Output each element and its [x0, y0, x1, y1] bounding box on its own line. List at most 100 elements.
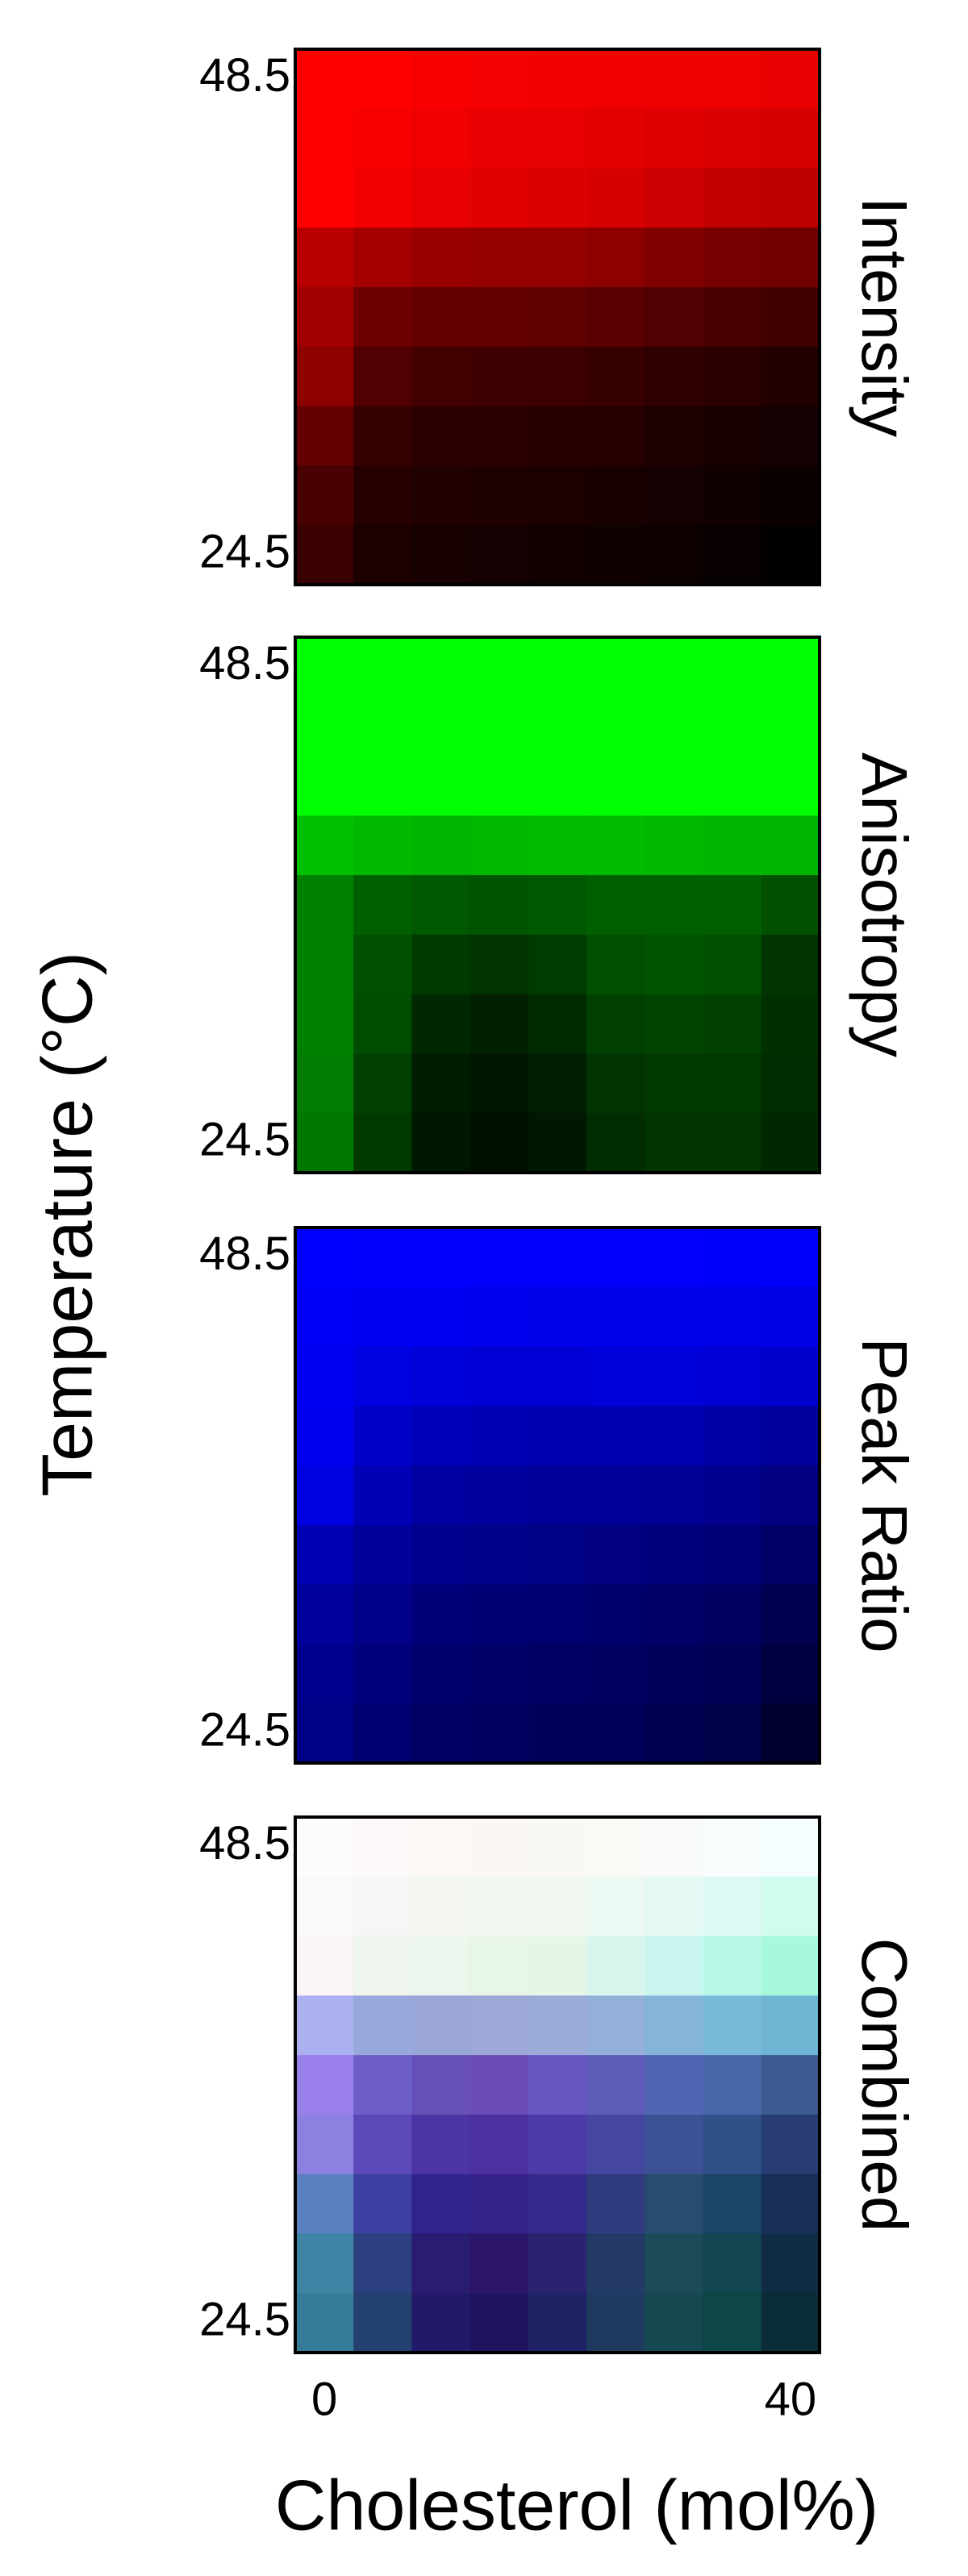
- heatmap-cell: [703, 2233, 762, 2294]
- heatmap-cell: [469, 287, 529, 348]
- heatmap-cell: [353, 406, 413, 467]
- heatmap-cell: [586, 525, 645, 586]
- heatmap-cell: [761, 2055, 820, 2115]
- y-axis-label: Temperature (°C): [27, 952, 106, 1497]
- heatmap-cell: [645, 1228, 704, 1288]
- heatmap-cell: [469, 1406, 529, 1466]
- y-tick-label: 48.5: [199, 1228, 290, 1280]
- y-tick-label: 48.5: [199, 1817, 290, 1869]
- heatmap-cell: [645, 1346, 704, 1407]
- heatmap-cell: [761, 1995, 820, 2056]
- heatmap-cell: [586, 2174, 645, 2235]
- plot-frame: [294, 1226, 821, 1765]
- heatmap-cell: [645, 696, 704, 757]
- heatmap-cell: [469, 1053, 529, 1114]
- heatmap-cell: [469, 2055, 529, 2115]
- heatmap-cell: [703, 346, 762, 407]
- heatmap-cell: [295, 1346, 354, 1407]
- heatmap-cell: [528, 1995, 587, 2056]
- heatmap-cell: [645, 815, 704, 876]
- heatmap-cell: [469, 1995, 529, 2056]
- heatmap-cell: [761, 2114, 820, 2175]
- heatmap-cell: [353, 1995, 413, 2056]
- heatmap-cell: [469, 465, 529, 526]
- heatmap-cell: [469, 525, 529, 586]
- heatmap-cell: [703, 696, 762, 757]
- heatmap-cell: [703, 1584, 762, 1645]
- y-tick-label: 24.5: [199, 2293, 290, 2345]
- heatmap-cell: [761, 1876, 820, 1937]
- heatmap-cell: [586, 1406, 645, 1466]
- heatmap-cell: [645, 994, 704, 1055]
- heatmap-cell: [645, 756, 704, 816]
- plot-frame: [294, 1815, 821, 2354]
- heatmap-cell: [761, 756, 820, 816]
- heatmap-cell: [703, 168, 762, 228]
- heatmap-cell: [469, 346, 529, 407]
- heatmap-cell: [761, 1524, 820, 1586]
- y-tick-label: 24.5: [199, 1703, 290, 1756]
- heatmap-cell: [586, 1703, 645, 1764]
- heatmap-cell: [469, 875, 529, 936]
- heatmap-cell: [353, 1465, 413, 1526]
- heatmap-cell: [411, 1876, 471, 1937]
- heatmap-cell: [528, 815, 587, 876]
- heatmap-cell: [703, 1228, 762, 1288]
- heatmap-cell: [586, 696, 645, 757]
- heatmap-cell: [703, 1817, 762, 1878]
- heatmap-cell: [528, 227, 587, 288]
- heatmap-cell: [703, 2174, 762, 2235]
- heatmap-cell: [469, 108, 529, 169]
- heatmap-cell: [353, 108, 413, 169]
- heatmap-cell: [645, 1053, 704, 1114]
- heatmap-cell: [645, 2233, 704, 2294]
- y-tick-label: 48.5: [199, 49, 290, 102]
- heatmap-cell: [528, 1703, 587, 1764]
- heatmap-cell: [703, 875, 762, 936]
- heatmap-cell: [411, 2174, 471, 2235]
- heatmap-cell: [411, 696, 471, 757]
- heatmap-cell: [411, 1524, 471, 1586]
- heatmap-cell: [411, 1053, 471, 1114]
- heatmap-cell: [411, 1584, 471, 1645]
- y-tick-label: 48.5: [199, 637, 290, 690]
- heatmap-cell: [469, 1703, 529, 1764]
- heatmap-cell: [469, 168, 529, 228]
- heatmap-cell: [645, 637, 704, 698]
- heatmap-cell: [645, 1644, 704, 1704]
- heatmap-cell: [469, 1876, 529, 1937]
- heatmap-cell: [586, 49, 645, 110]
- y-tick-label: 24.5: [199, 525, 290, 577]
- heatmap-cell: [469, 1286, 529, 1348]
- heatmap-cell: [528, 1644, 587, 1704]
- heatmap-cell: [761, 2174, 820, 2235]
- heatmap-cell: [469, 2174, 529, 2235]
- heatmap-cell: [528, 1876, 587, 1937]
- heatmap-cell: [528, 2055, 587, 2115]
- panel-label: Peak Ratio: [849, 1337, 920, 1653]
- heatmap-cell: [528, 875, 587, 936]
- heatmap-cell: [469, 1346, 529, 1407]
- heatmap-cell: [295, 1286, 354, 1348]
- heatmap-cell: [528, 287, 587, 348]
- heatmap-cell: [586, 1346, 645, 1407]
- heatmap-cell: [586, 1053, 645, 1114]
- heatmap-cell: [528, 934, 587, 995]
- x-axis-label: Cholesterol (mol%): [275, 2465, 878, 2545]
- heatmap-cell: [645, 1524, 704, 1586]
- heatmap-cell: [586, 168, 645, 228]
- heatmap-cell: [645, 2174, 704, 2235]
- heatmap-cell: [295, 696, 354, 757]
- heatmap-cell: [353, 994, 413, 1055]
- heatmap-cell: [353, 2174, 413, 2235]
- heatmap-cell: [761, 875, 820, 936]
- heatmap-cell: [411, 1465, 471, 1526]
- heatmap-cell: [761, 637, 820, 698]
- heatmap-cell: [761, 1465, 820, 1526]
- heatmap-cell: [761, 1228, 820, 1288]
- heatmap-cell: [469, 1584, 529, 1645]
- heatmap-cell: [586, 1584, 645, 1645]
- heatmap-cell: [295, 108, 354, 169]
